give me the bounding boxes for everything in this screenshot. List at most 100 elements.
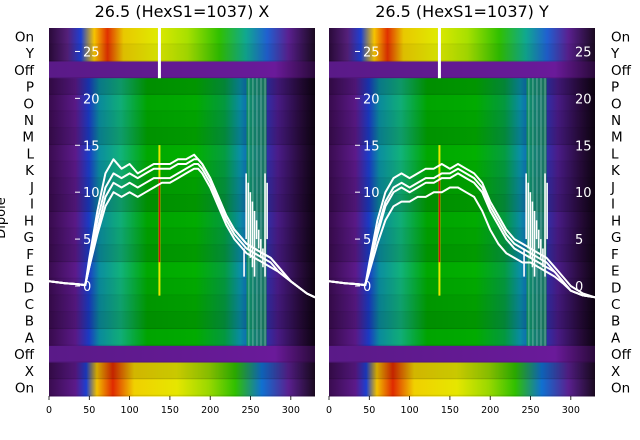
overlay-tick-label: 10	[363, 186, 380, 201]
heatmap-row	[329, 345, 595, 364]
overlay-tick-label-right: 5	[575, 233, 583, 248]
x-tick-label: 50	[363, 405, 375, 416]
row-label: L	[26, 146, 34, 162]
x-tick-label: 100	[121, 405, 139, 416]
heatmap-row-divider	[49, 260, 315, 263]
row-label: J	[610, 180, 615, 196]
y-axis-label: Dipole	[0, 197, 9, 238]
overlay-tick-label-right: 20	[575, 92, 592, 107]
row-label: L	[611, 146, 619, 162]
row-label: O	[23, 96, 34, 112]
row-label: Y	[610, 46, 620, 62]
heatmap-row-divider	[329, 378, 595, 380]
overlay-tick-label: 5	[83, 233, 91, 248]
heatmap-row-divider	[49, 277, 315, 279]
x-tick-label: 200	[201, 405, 219, 416]
overlay-line-0	[48, 163, 316, 299]
row-label: A	[611, 330, 621, 346]
row-label: Off	[14, 347, 35, 363]
row-label: D	[24, 280, 34, 296]
heatmap-row-shade	[49, 28, 315, 45]
overlay-tick-label: 0	[83, 280, 91, 295]
row-label: N	[24, 113, 34, 129]
heatmap-row-divider	[329, 260, 595, 263]
heatmap-row-divider	[49, 344, 315, 346]
row-label: J	[29, 180, 34, 196]
heatmap-row	[49, 44, 315, 62]
heatmap-row-divider	[329, 210, 595, 212]
heatmap-row-shade	[329, 212, 595, 229]
heatmap-row	[329, 379, 595, 397]
row-label: E	[611, 264, 620, 280]
heatmap-row-divider	[329, 194, 595, 196]
heatmap-row-divider	[329, 277, 595, 279]
x-tick-label: 150	[161, 405, 179, 416]
heatmap-row-divider	[49, 143, 315, 146]
heatmap-row	[49, 28, 315, 46]
x-tick-label: 0	[46, 405, 52, 416]
row-label: On	[611, 29, 630, 45]
heatmap-row-divider	[329, 110, 595, 112]
heatmap-row-divider	[49, 327, 315, 330]
heatmap-row	[329, 28, 595, 46]
row-label: B	[25, 314, 34, 330]
heatmap-row	[49, 61, 315, 79]
overlay-tick-label-right: 15	[316, 139, 333, 154]
row-label: F	[611, 247, 619, 263]
heatmap-band	[246, 78, 267, 346]
overlay-tick-label: 20	[363, 92, 380, 107]
overlay-tick-label-right: 25	[575, 45, 592, 60]
row-label: I	[30, 197, 34, 213]
row-label: Y	[25, 46, 35, 62]
heatmap-row-divider	[49, 76, 315, 79]
heatmap-row	[329, 362, 595, 380]
overlay-tick-label: 20	[83, 92, 100, 107]
heatmap-row-divider	[49, 110, 315, 112]
overlay-tick-label: 10	[83, 186, 100, 201]
overlay-tick-label: 15	[363, 139, 380, 154]
overlay-line-3	[48, 167, 316, 299]
heatmap-row-divider	[49, 43, 315, 45]
heatmap-row-shade	[329, 379, 595, 396]
heatmap-row-divider	[49, 294, 315, 296]
heatmap-row-divider	[49, 194, 315, 196]
heatmap-row-divider	[49, 60, 315, 62]
row-label: On	[611, 381, 630, 397]
x-tick-label: 250	[241, 405, 259, 416]
row-label: On	[15, 29, 34, 45]
heatmap-row-divider	[49, 93, 315, 95]
row-label: E	[25, 264, 34, 280]
overlay-tick-label: 5	[363, 233, 371, 248]
heatmap-row-shade	[49, 329, 315, 346]
overlay-tick-label-right: 10	[316, 186, 333, 201]
overlay-tick-label-right: 5	[316, 233, 324, 248]
overlay-tick-label-right: 25	[316, 45, 333, 60]
row-label: I	[611, 197, 615, 213]
overlay-line-2	[48, 153, 316, 299]
heatmap-row-divider	[49, 311, 315, 313]
heatmap-row-shade	[329, 111, 595, 129]
heatmap-row-divider	[329, 294, 595, 296]
x-tick-label: 300	[562, 405, 580, 416]
row-label: F	[26, 247, 34, 263]
heatmap-row-shade	[329, 295, 595, 313]
heatmap-band	[526, 78, 547, 346]
x-tick-label: 50	[83, 405, 95, 416]
chart-title: 26.5 (HexS1=1037) Y	[375, 2, 549, 21]
row-label: B	[611, 314, 620, 330]
row-label: P	[611, 80, 619, 96]
heatmap-row-shade	[49, 212, 315, 229]
heatmap-row	[329, 44, 595, 62]
row-label: Off	[611, 347, 632, 363]
heatmap-row-shade	[49, 44, 315, 62]
x-tick-label: 0	[326, 405, 332, 416]
row-label: A	[25, 330, 35, 346]
row-label: C	[25, 297, 34, 313]
heatmap-row-divider	[49, 177, 315, 179]
heatmap-row-divider	[329, 177, 595, 179]
heatmap-row	[49, 345, 315, 364]
row-label: X	[25, 364, 34, 380]
